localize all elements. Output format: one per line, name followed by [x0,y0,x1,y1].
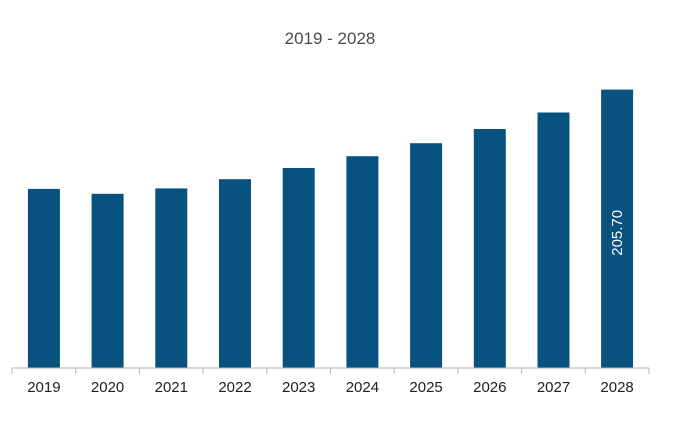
x-tick-label-2024: 2024 [346,379,379,396]
bar-2020 [91,193,124,368]
x-tick-label-2026: 2026 [473,379,506,396]
bars-layer [27,89,634,368]
bar-2024 [346,156,379,368]
x-tick-label-2022: 2022 [218,379,251,396]
bar-2019 [27,188,60,368]
x-axis-ticks: 2019 2020 2021 2022 2023 2024 2025 2026 2027 2028 [11,368,650,396]
bar-2023 [282,168,315,368]
bar-2022 [219,179,251,368]
x-tick-label-2023: 2023 [282,379,315,396]
x-tick-label-2019: 2019 [27,379,60,396]
data-labels-layer: 205.70 [609,210,626,256]
bar-2026 [473,129,506,368]
data-label-2028: 205.70 [609,210,626,256]
bar-2028 [601,89,634,368]
x-tick-label-2025: 2025 [409,379,442,396]
bar-2021 [155,188,188,368]
x-tick-label-2028: 2028 [600,379,633,396]
x-tick-label-2027: 2027 [537,379,570,396]
bar-2025 [410,143,443,368]
x-tick-label-2021: 2021 [155,379,188,396]
x-tick-label-2020: 2020 [91,379,124,396]
bar-2027 [537,112,570,368]
chart-title: 2019 - 2028 [285,29,376,48]
